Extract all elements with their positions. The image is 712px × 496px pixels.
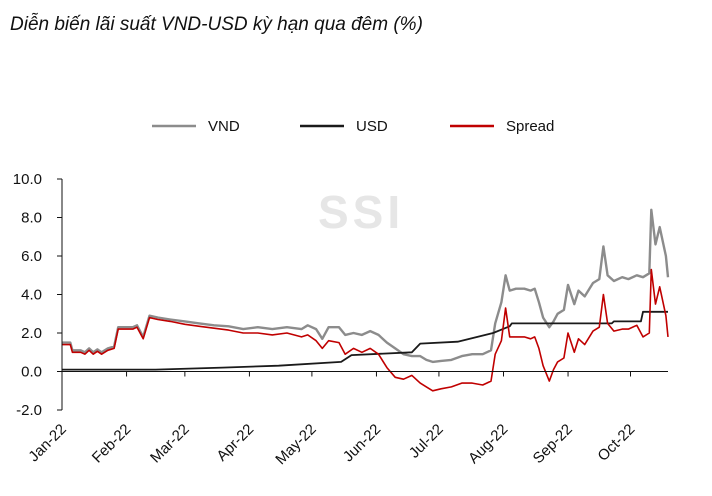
x-tick-label: Jul-22 [406,421,447,462]
y-tick-label: 4.0 [21,287,42,304]
series-line-spread [62,268,669,392]
x-tick-label: Jun-22 [340,421,384,465]
chart-title: Diễn biến lãi suất VND-USD kỳ hạn qua đê… [10,14,423,35]
x-tick-label: Sep-22 [530,421,576,467]
series-line-vnd [62,208,670,364]
x-tick-label: Aug-22 [465,421,511,467]
watermark: SSI [318,186,404,238]
legend: VND USD Spread [152,118,554,135]
x-tick-label: Mar-22 [147,421,193,467]
y-tick-label: 2.0 [21,325,42,342]
x-tick-label: Apr-22 [213,421,257,465]
y-tick-label: 6.0 [21,248,42,265]
x-tick-label: Feb-22 [89,421,135,467]
legend-label-vnd: VND [208,118,240,135]
y-tick-label: 10.0 [13,171,42,188]
series-line-usd [62,310,668,371]
plot-lines [62,208,670,392]
legend-label-spread: Spread [506,118,554,135]
y-tick-label: 0.0 [21,364,42,381]
x-tick-label: May-22 [272,421,319,468]
x-tick-label: Oct-22 [594,421,638,465]
legend-label-usd: USD [356,118,388,135]
y-tick-label: -2.0 [16,402,42,419]
x-tick-label: Jan-22 [25,421,69,465]
y-tick-label: 8.0 [21,210,42,227]
